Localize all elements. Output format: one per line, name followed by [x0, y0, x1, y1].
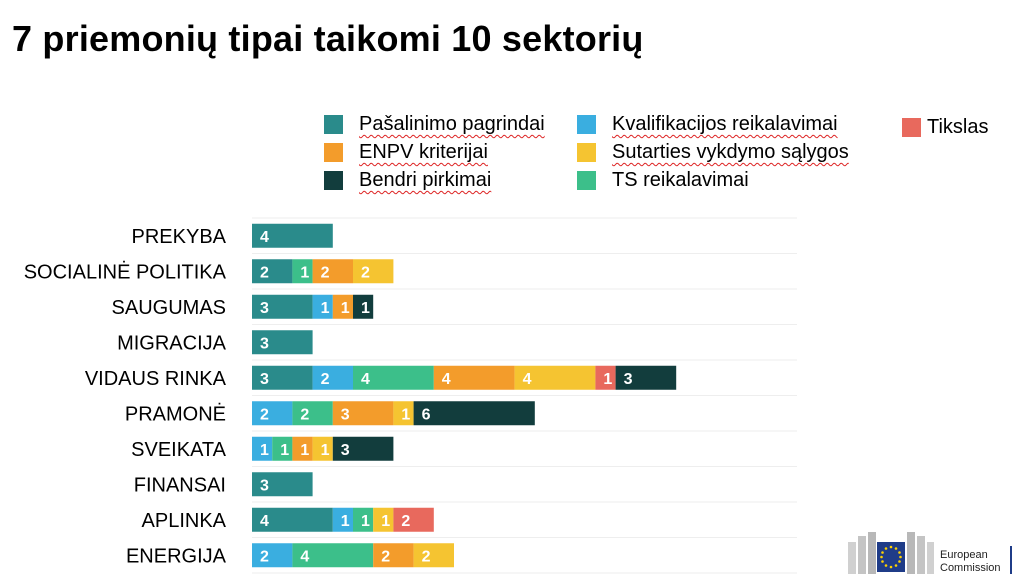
logo-text: European Commission — [940, 549, 1001, 575]
data-label-sutarties: 2 — [422, 548, 431, 565]
ec-emblem-icon — [848, 532, 934, 574]
data-label-pasalinimo: 4 — [260, 513, 269, 530]
data-label-enpv: 4 — [442, 371, 451, 388]
bar-segment-pasalinimo — [252, 223, 333, 248]
bar-segment-kvalifikacijos — [332, 507, 353, 532]
bar-segment-bendri — [353, 294, 374, 319]
data-label-ts: 4 — [300, 548, 309, 565]
data-label-pasalinimo: 2 — [260, 264, 269, 281]
bar-segment-sutarties — [353, 259, 394, 284]
bar-segment-kvalifikacijos — [252, 401, 293, 426]
bar-segment-tikslas — [393, 507, 434, 532]
category-label: APLINKA — [142, 510, 227, 532]
data-label-kvalifikacijos: 2 — [260, 406, 269, 423]
bar-segment-sutarties — [413, 543, 454, 568]
data-label-bendri: 6 — [422, 406, 431, 423]
logo-line-2: Commission — [940, 562, 1001, 574]
data-label-kvalifikacijos: 2 — [321, 371, 330, 388]
bar-segment-enpv — [433, 365, 515, 390]
data-label-ts: 4 — [361, 371, 370, 388]
bar-segment-pasalinimo — [252, 259, 293, 284]
category-label: SVEIKATA — [131, 439, 227, 461]
bar-segment-ts — [272, 436, 293, 461]
bar-segment-pasalinimo — [252, 294, 313, 319]
category-label: SAUGUMAS — [112, 297, 226, 319]
bar-segment-bendri — [615, 365, 677, 390]
data-label-ts: 2 — [300, 406, 309, 423]
bar-segment-pasalinimo — [252, 330, 313, 355]
bar-segment-enpv — [373, 543, 414, 568]
category-label: PREKYBA — [132, 226, 227, 248]
bar-segment-ts — [292, 543, 374, 568]
bar-segment-enpv — [332, 294, 353, 319]
bar-segment-enpv — [312, 259, 353, 284]
data-label-sutarties: 2 — [361, 264, 370, 281]
bar-segment-ts — [292, 259, 313, 284]
bar-segment-kvalifikacijos — [312, 294, 333, 319]
data-label-tikslas: 2 — [401, 513, 410, 530]
data-label-ts: 1 — [361, 513, 370, 530]
bar-segment-pasalinimo — [252, 507, 333, 532]
data-label-ts: 1 — [300, 264, 309, 281]
data-label-kvalifikacijos: 1 — [260, 442, 269, 459]
data-label-sutarties: 1 — [401, 406, 410, 423]
data-label-sutarties: 1 — [321, 442, 330, 459]
category-label: PRAMONĖ — [125, 402, 226, 425]
bar-segment-kvalifikacijos — [312, 365, 353, 390]
data-label-ts: 1 — [280, 442, 289, 459]
bar-segment-kvalifikacijos — [252, 543, 293, 568]
data-label-sutarties: 1 — [381, 513, 390, 530]
category-label: FINANSAI — [134, 474, 226, 496]
bar-segment-tikslas — [595, 365, 616, 390]
data-label-bendri: 3 — [341, 442, 350, 459]
data-label-tikslas: 1 — [603, 371, 612, 388]
data-label-pasalinimo: 4 — [260, 229, 269, 246]
bar-segment-ts — [353, 365, 434, 390]
bar-segment-bendri — [413, 401, 535, 426]
data-label-kvalifikacijos: 2 — [260, 548, 269, 565]
bar-segment-pasalinimo — [252, 472, 313, 497]
data-label-pasalinimo: 3 — [260, 300, 269, 317]
data-label-sutarties: 4 — [523, 371, 532, 388]
data-label-pasalinimo: 3 — [260, 335, 269, 352]
page-title: 7 priemonių tipai taikomi 10 sektorių — [12, 18, 644, 59]
data-label-kvalifikacijos: 1 — [321, 300, 330, 317]
bar-segment-kvalifikacijos — [252, 436, 273, 461]
data-label-enpv: 1 — [300, 442, 309, 459]
category-label: SOCIALINĖ POLITIKA — [24, 260, 227, 283]
bar-segment-pasalinimo — [252, 365, 313, 390]
bar-segment-bendri — [332, 436, 394, 461]
data-label-kvalifikacijos: 1 — [341, 513, 350, 530]
data-label-pasalinimo: 3 — [260, 371, 269, 388]
logo-divider — [1010, 546, 1012, 574]
bar-segment-enpv — [332, 401, 394, 426]
data-label-enpv: 3 — [341, 406, 350, 423]
category-label: VIDAUS RINKA — [85, 368, 227, 390]
bar-segment-ts — [292, 401, 333, 426]
european-commission-logo: European Commission — [846, 528, 1016, 578]
category-label: ENERGIJA — [126, 545, 227, 567]
data-label-enpv: 2 — [381, 548, 390, 565]
data-label-bendri: 3 — [624, 371, 633, 388]
bar-segment-ts — [353, 507, 374, 532]
bar-segment-sutarties — [514, 365, 596, 390]
category-label: MIGRACIJA — [117, 332, 227, 354]
bar-segment-sutarties — [373, 507, 394, 532]
data-label-enpv: 2 — [321, 264, 330, 281]
bar-segment-enpv — [292, 436, 313, 461]
bar-segment-sutarties — [393, 401, 414, 426]
bar-segment-sutarties — [312, 436, 333, 461]
data-label-pasalinimo: 3 — [260, 477, 269, 494]
logo-line-1: European — [940, 549, 988, 561]
data-label-enpv: 1 — [341, 300, 350, 317]
data-label-bendri: 1 — [361, 300, 370, 317]
